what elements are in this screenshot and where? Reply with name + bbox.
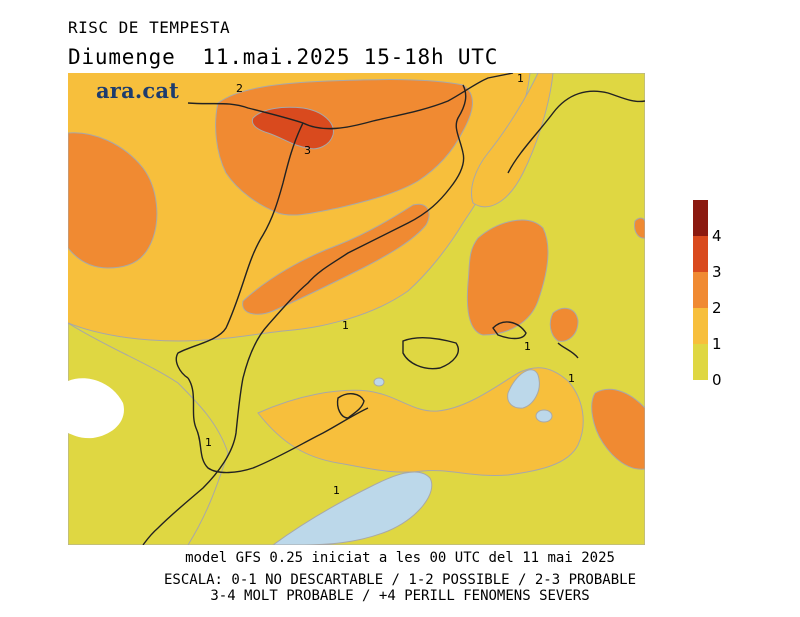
sea-area-south: [272, 471, 433, 545]
risk-area-level-2-east: [549, 307, 579, 342]
storm-risk-map: 2 3 1 1 1 1 1 1: [68, 73, 645, 545]
legend-tick-label: 3: [712, 263, 722, 281]
brand-logo: ara.cat: [96, 78, 180, 103]
country-borders: [142, 73, 645, 545]
risk-area-level-0-west: [68, 322, 229, 545]
scale-description: ESCALA: 0-1 NO DESCARTABLE / 1-2 POSSIBL…: [163, 572, 636, 588]
contour-label: 3: [304, 144, 311, 157]
no-data-area-west: [68, 378, 124, 439]
legend-swatch-level-1: [693, 308, 708, 344]
risk-area-level-2-west: [68, 132, 158, 269]
contour-label: 1: [568, 372, 575, 385]
risk-area-level-2-sea: [466, 219, 549, 336]
risk-area-level-2-edge: [634, 217, 645, 239]
legend-swatch-level-4: [693, 200, 708, 236]
contour-label: 1: [342, 319, 349, 332]
risk-area-level-2-southeast: [591, 388, 645, 470]
legend-swatch-level-2: [693, 272, 708, 308]
sea-area-east: [507, 369, 540, 409]
risk-area-level-1-northeast: [471, 73, 554, 208]
model-info: model GFS 0.25 iniciat a les 00 UTC del …: [185, 550, 615, 566]
contour-label: 1: [205, 436, 212, 449]
legend-tick-label: 1: [712, 335, 722, 353]
risk-area-level-3: [251, 106, 334, 150]
risk-area-level-1-band: [257, 367, 584, 477]
map-title: RISC DE TEMPESTA: [68, 18, 231, 37]
legend-swatch-level-3: [693, 236, 708, 272]
contour-label: 1: [524, 340, 531, 353]
legend-tick-label: 0: [712, 371, 722, 389]
contour-label: 2: [236, 82, 243, 95]
legend-swatch-level-0: [693, 344, 708, 380]
scale-description-continued: 3-4 MOLT PROBABLE / +4 PERILL FENOMENS S…: [210, 588, 590, 604]
contour-label: 1: [517, 73, 524, 85]
sea-area-islet: [373, 377, 385, 387]
sea-area-small: [535, 409, 553, 423]
legend-tick-label: 2: [712, 299, 722, 317]
legend-tick-label: 4: [712, 227, 722, 245]
map-subtitle: Diumenge 11.mai.2025 15-18h UTC: [68, 45, 499, 69]
contour-label: 1: [333, 484, 340, 497]
risk-area-level-2-coast: [242, 203, 430, 315]
